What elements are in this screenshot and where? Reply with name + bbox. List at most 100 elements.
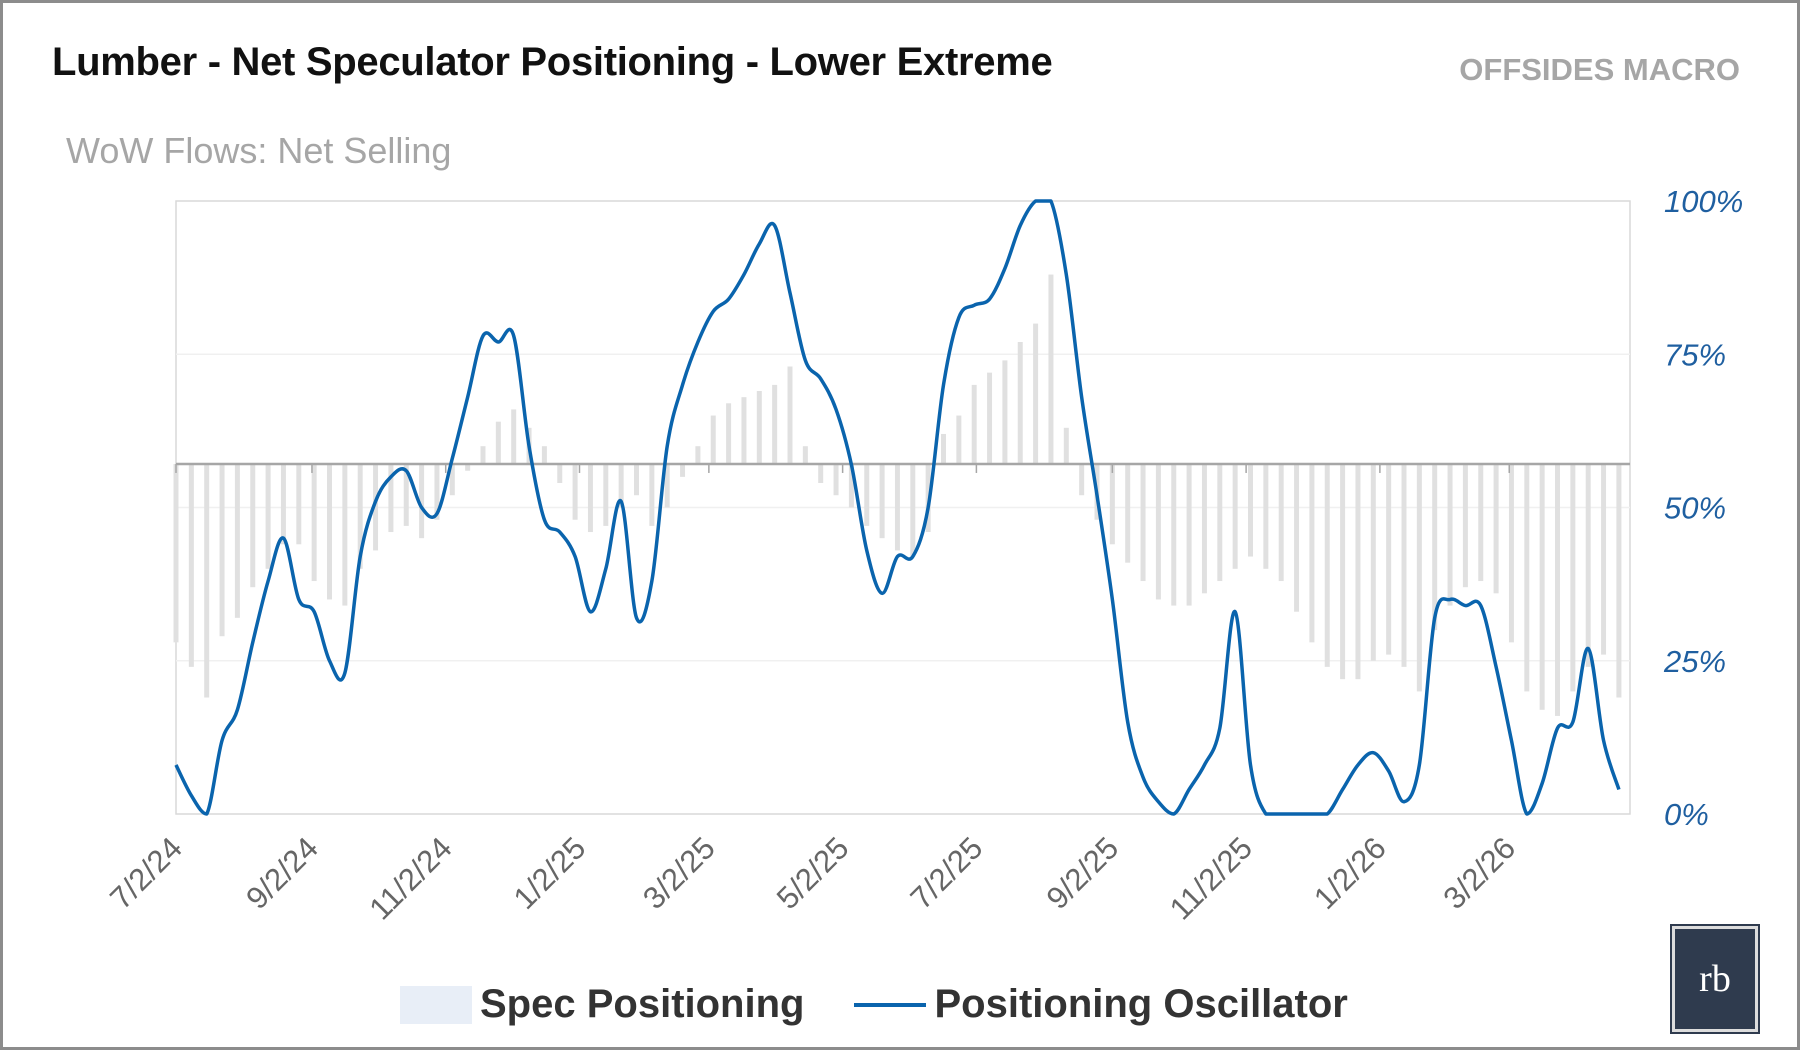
rb-logo: rb [1670,924,1760,1034]
spec-positioning-bar [1355,463,1361,680]
spec-positioning-bar [1386,463,1392,655]
spec-positioning-bar [695,446,701,464]
spec-positioning-bar [1263,463,1269,569]
spec-positioning-bar [1033,323,1039,464]
spec-positioning-bar [649,463,655,526]
spec-positioning-bar [726,403,732,464]
spec-positioning-bar [1524,463,1530,692]
y-tick-label: 75% [1664,337,1726,372]
spec-positioning-bar [1324,463,1330,667]
x-tick-label: 11/2/25 [1163,830,1259,926]
spec-positioning-bar [541,446,547,464]
spec-positioning-bar [848,463,854,508]
spec-positioning-bar [173,463,179,643]
spec-positioning-bar [1462,463,1468,588]
y-tick-label: 0% [1664,797,1709,832]
spec-positioning-bar [1370,463,1376,661]
spec-positioning-bar [1140,463,1146,582]
y-tick-label: 100% [1664,184,1743,219]
spec-positioning-bar [710,415,716,464]
spec-positioning-bar [1171,463,1177,606]
spec-positioning-bar [1248,463,1253,557]
spec-positioning-bar [1278,463,1284,582]
spec-positioning-bar [1155,463,1161,600]
spec-positioning-bar [1447,463,1453,606]
x-tick-label: 1/2/26 [1307,830,1393,916]
spec-positioning-bar [587,463,593,533]
spec-positioning-bar [388,463,394,533]
legend-label-positioning-oscillator: Positioning Oscillator [934,982,1348,1026]
spec-positioning-bar [373,463,379,551]
spec-positioning-bar [495,421,501,464]
x-tick-label: 11/2/24 [362,830,458,926]
positioning-oscillator-line [174,199,1621,816]
spec-positioning-bar [419,463,425,539]
spec-positioning-bar [833,463,839,496]
spec-positioning-bar [449,463,455,496]
spec-positioning-bar [1217,463,1223,582]
spec-positioning-bar [787,366,793,464]
spec-positioning-bar [1508,463,1514,643]
x-tick-label: 3/2/25 [636,830,722,916]
spec-positioning-bar [188,463,194,667]
spec-positioning-bar [1232,463,1238,569]
spec-positioning-bar [1109,463,1115,545]
spec-positioning-bar [296,463,302,545]
spec-positioning-bar [357,463,363,569]
spec-positioning-bar [1294,463,1300,612]
spec-positioning-bar [1186,463,1192,606]
spec-positioning-bar [1539,463,1545,710]
spec-positioning-bar [910,463,916,557]
spec-positioning-bar [234,463,240,618]
spec-positioning-bar [680,463,686,477]
y-tick-label: 25% [1663,644,1726,679]
spec-positioning-bar [1002,360,1008,464]
spec-positioning-bar [1125,463,1131,563]
spec-positioning-bar [1017,341,1023,464]
x-tick-label: 5/2/25 [770,830,856,916]
spec-positioning-bar [280,463,286,545]
spec-positioning-bar [204,463,210,698]
spec-positioning-bar [1585,463,1591,667]
spec-positioning-bar [1048,274,1054,464]
spec-positioning-bar [250,463,256,588]
legend: Spec Positioning Positioning Oscillator [400,982,1348,1027]
spec-positioning-bar [1555,463,1560,716]
spec-positioning-bar [572,463,578,520]
spec-positioning-bar [1079,463,1085,496]
spec-positioning-bar [818,463,824,483]
legend-swatch-positioning-oscillator [854,1002,927,1007]
legend-swatch-spec-positioning [400,985,472,1024]
spec-positioning-bar [941,433,946,464]
spec-positioning-bar [618,463,624,508]
spec-positioning-bar [864,463,870,526]
x-tick-label: 9/2/25 [1040,830,1126,916]
y-tick-label: 50% [1664,491,1726,526]
spec-positioning-bar [1309,463,1315,643]
chart-title: Lumber - Net Speculator Positioning - Lo… [52,40,1053,84]
spec-positioning-bar [634,463,639,496]
spec-positioning-bar [879,463,885,539]
spec-positioning-bar [741,397,747,464]
spec-positioning-bar [971,384,977,464]
spec-positioning-bar [802,446,808,464]
spec-positioning-bar [1478,463,1484,582]
legend-label-spec-positioning: Spec Positioning [480,982,805,1026]
spec-positioning-bar [1416,463,1422,692]
spec-positioning-bar [557,463,563,483]
spec-positioning-bar [342,463,348,606]
x-tick-label: 7/2/25 [904,830,990,916]
spec-positioning-bar [1616,463,1622,698]
spec-positioning-bar [434,463,440,520]
spec-positioning-bar [403,463,409,526]
spec-positioning-bar [956,415,962,464]
x-tick-label: 9/2/24 [239,830,325,916]
spec-positioning-bar [219,463,225,637]
spec-positioning-bar [265,463,271,569]
spec-positioning-bar [987,372,993,464]
x-tick-label: 3/2/26 [1437,830,1523,916]
spec-positioning-bar [511,409,517,464]
spec-positioning-bar [465,463,471,471]
